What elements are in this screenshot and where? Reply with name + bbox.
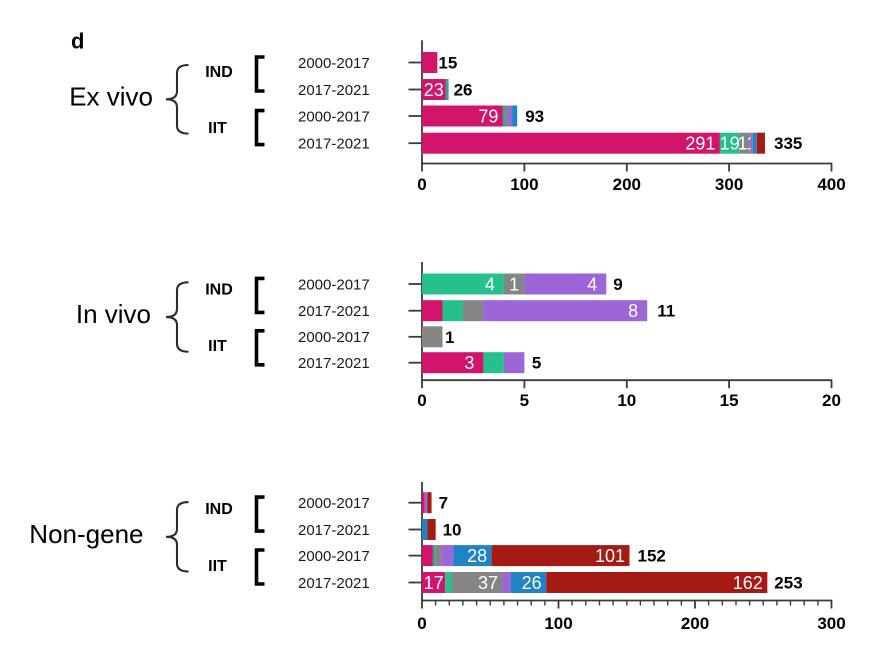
- svg-text:26: 26: [454, 81, 473, 100]
- svg-text:200: 200: [613, 175, 641, 194]
- svg-text:2000-2017: 2000-2017: [298, 108, 370, 125]
- svg-text:IIT: IIT: [208, 338, 227, 355]
- svg-text:IND: IND: [205, 501, 233, 518]
- svg-text:IIT: IIT: [208, 558, 227, 575]
- svg-text:2017-2021: 2017-2021: [298, 82, 370, 99]
- svg-text:400: 400: [817, 175, 845, 194]
- svg-text:19: 19: [720, 134, 740, 154]
- svg-text:2017-2021: 2017-2021: [298, 136, 370, 153]
- svg-text:26: 26: [522, 573, 542, 593]
- svg-text:93: 93: [525, 107, 544, 126]
- svg-text:2000-2017: 2000-2017: [298, 495, 370, 512]
- svg-text:10: 10: [443, 521, 462, 540]
- svg-text:11: 11: [657, 302, 675, 321]
- svg-text:300: 300: [715, 175, 743, 194]
- svg-text:3: 3: [464, 353, 474, 373]
- svg-text:300: 300: [817, 614, 845, 633]
- svg-text:37: 37: [478, 573, 498, 593]
- svg-text:10: 10: [617, 391, 636, 410]
- svg-text:23: 23: [424, 80, 444, 100]
- svg-text:8: 8: [628, 301, 638, 321]
- svg-text:2017-2021: 2017-2021: [298, 522, 370, 539]
- svg-text:15: 15: [720, 391, 739, 410]
- svg-text:1: 1: [509, 274, 519, 294]
- svg-text:0: 0: [417, 391, 426, 410]
- svg-text:Non-gene: Non-gene: [29, 519, 143, 549]
- svg-text:2017-2021: 2017-2021: [298, 355, 370, 372]
- svg-text:0: 0: [417, 175, 426, 194]
- svg-text:79: 79: [478, 106, 498, 126]
- svg-text:152: 152: [638, 547, 666, 566]
- svg-text:7: 7: [439, 494, 448, 513]
- svg-text:4: 4: [587, 274, 597, 294]
- svg-text:9: 9: [613, 275, 622, 294]
- svg-text:2000-2017: 2000-2017: [298, 276, 370, 293]
- svg-text:2017-2021: 2017-2021: [298, 303, 370, 320]
- svg-text:15: 15: [438, 54, 457, 73]
- svg-text:0: 0: [417, 614, 426, 633]
- svg-text:335: 335: [774, 134, 802, 153]
- svg-text:100: 100: [544, 614, 572, 633]
- svg-text:1: 1: [445, 328, 454, 347]
- svg-text:Ex vivo: Ex vivo: [69, 81, 153, 111]
- svg-text:2000-2017: 2000-2017: [298, 329, 370, 346]
- svg-text:2000-2017: 2000-2017: [298, 55, 370, 72]
- svg-text:101: 101: [595, 546, 625, 566]
- svg-text:IND: IND: [205, 281, 233, 298]
- svg-text:In vivo: In vivo: [76, 299, 151, 329]
- svg-text:28: 28: [467, 546, 487, 566]
- svg-text:5: 5: [532, 354, 541, 373]
- svg-text:253: 253: [774, 574, 802, 593]
- svg-text:162: 162: [733, 573, 763, 593]
- svg-text:2000-2017: 2000-2017: [298, 548, 370, 565]
- svg-text:4: 4: [485, 274, 495, 294]
- svg-text:IIT: IIT: [208, 120, 227, 137]
- svg-text:d: d: [71, 29, 84, 54]
- svg-text:IND: IND: [205, 64, 233, 81]
- svg-text:2017-2021: 2017-2021: [298, 575, 370, 592]
- svg-text:20: 20: [822, 391, 841, 410]
- svg-text:5: 5: [520, 391, 529, 410]
- svg-text:17: 17: [424, 573, 444, 593]
- svg-text:100: 100: [510, 175, 538, 194]
- svg-text:200: 200: [681, 614, 709, 633]
- svg-text:291: 291: [685, 134, 715, 154]
